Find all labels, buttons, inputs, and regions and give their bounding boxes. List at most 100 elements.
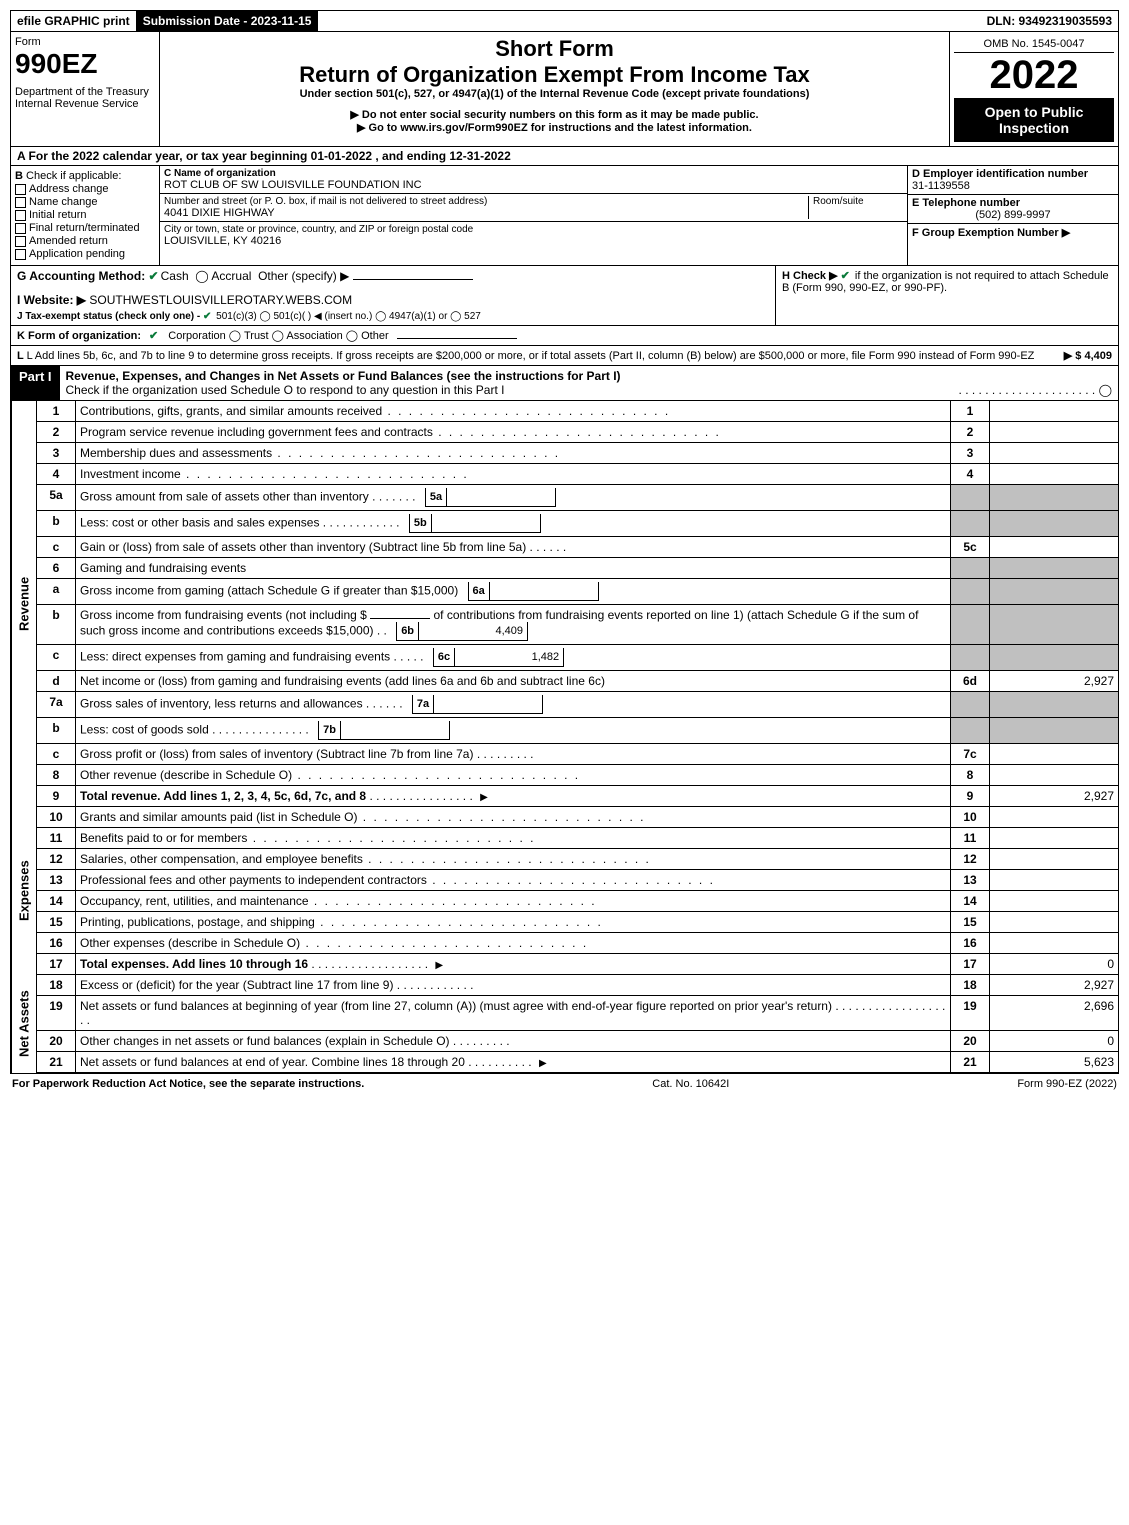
line-19-box: 19	[951, 996, 990, 1031]
label-name-change: Name change	[29, 196, 98, 208]
line-21-val: 5,623	[990, 1052, 1119, 1073]
line-5a-desc: Gross amount from sale of assets other t…	[80, 490, 369, 504]
line-3-num: 3	[37, 443, 76, 464]
line-19-desc: Net assets or fund balances at beginning…	[80, 999, 832, 1013]
line-6c-val	[990, 645, 1119, 671]
revenue-section-label: Revenue	[11, 401, 36, 807]
line-5c-num: c	[37, 537, 76, 558]
line-6a-box	[951, 579, 990, 605]
line-6d-num: d	[37, 671, 76, 692]
501c3-checkbox[interactable]	[203, 311, 213, 322]
catalog-number: Cat. No. 10642I	[652, 1078, 729, 1090]
net-assets-section: Net Assets 18Excess or (deficit) for the…	[10, 975, 1119, 1073]
line-6-val	[990, 558, 1119, 579]
cash-checkbox[interactable]	[149, 269, 161, 283]
line-8-val	[990, 765, 1119, 786]
line-5c-desc: Gain or (loss) from sale of assets other…	[80, 540, 526, 554]
line-6c-desc: Less: direct expenses from gaming and fu…	[80, 650, 390, 664]
line-6a-desc: Gross income from gaming (attach Schedul…	[80, 584, 458, 598]
part-1-table: Revenue 1Contributions, gifts, grants, a…	[10, 401, 1119, 807]
line-13-box: 13	[951, 870, 990, 891]
tax-exempt-label: J Tax-exempt status (check only one) -	[17, 311, 200, 322]
checkbox-initial-return[interactable]	[15, 210, 26, 221]
line-13-desc: Professional fees and other payments to …	[80, 873, 715, 887]
line-12-box: 12	[951, 849, 990, 870]
line-5a-val	[990, 485, 1119, 511]
line-18-val: 2,927	[990, 975, 1119, 996]
city-state-zip: LOUISVILLE, KY 40216	[164, 235, 903, 247]
ein-value: 31-1139558	[912, 180, 1114, 192]
cash-label: Cash	[161, 269, 189, 283]
line-6a-num: a	[37, 579, 76, 605]
line-8-desc: Other revenue (describe in Schedule O)	[80, 768, 580, 782]
checkbox-final-return[interactable]	[15, 223, 26, 234]
check-if-label: Check if applicable:	[26, 170, 121, 182]
line-9-val: 2,927	[990, 786, 1119, 807]
checkbox-address-change[interactable]	[15, 184, 26, 195]
line-11-desc: Benefits paid to or for members	[80, 831, 535, 845]
section-k: K Form of organization: Corporation ◯ Tr…	[10, 326, 1119, 346]
net-assets-section-label: Net Assets	[11, 975, 36, 1073]
line-20-box: 20	[951, 1031, 990, 1052]
line-6b-blank[interactable]	[370, 618, 430, 619]
line-6d-desc: Net income or (loss) from gaming and fun…	[80, 674, 605, 688]
line-17-box: 17	[951, 954, 990, 975]
line-14-num: 14	[37, 891, 76, 912]
line-16-box: 16	[951, 933, 990, 954]
line-18-num: 18	[37, 975, 76, 996]
line-6c-box	[951, 645, 990, 671]
section-g-h: G Accounting Method: Cash ◯ Accrual Othe…	[10, 266, 1119, 326]
line-6b-subval: 4,409	[419, 622, 528, 641]
line-5a-sub: 5a	[425, 488, 446, 507]
line-15-desc: Printing, publications, postage, and shi…	[80, 915, 603, 929]
phone-value: (502) 899-9997	[912, 209, 1114, 221]
line-8-num: 8	[37, 765, 76, 786]
header-right: OMB No. 1545-0047 2022 Open to Public In…	[950, 32, 1118, 146]
accounting-method-label: G Accounting Method:	[17, 269, 145, 283]
line-5b-box	[951, 511, 990, 537]
section-b: B Check if applicable: Address change Na…	[11, 166, 160, 265]
line-6b-box	[951, 605, 990, 645]
line-7a-val	[990, 692, 1119, 718]
line-11-num: 11	[37, 828, 76, 849]
other-specify-input[interactable]	[353, 279, 473, 280]
line-5b-subval	[431, 514, 540, 533]
line-2-num: 2	[37, 422, 76, 443]
line-7b-subval	[340, 721, 449, 740]
line-7c-val	[990, 744, 1119, 765]
group-exemption-label: F Group Exemption Number ▶	[912, 226, 1114, 239]
part-1-checkbox[interactable]: ◯	[1099, 383, 1112, 397]
efile-label[interactable]: efile GRAPHIC print	[11, 11, 137, 31]
line-1-num: 1	[37, 401, 76, 422]
net-assets-lines: 18Excess or (deficit) for the year (Subt…	[36, 975, 1119, 1073]
checkbox-amended-return[interactable]	[15, 236, 26, 247]
line-6c-sub: 6c	[433, 648, 454, 667]
line-5b-sub: 5b	[409, 514, 431, 533]
gross-receipts-value: ▶ $ 4,409	[1064, 349, 1112, 362]
expenses-section-label: Expenses	[11, 807, 36, 975]
line-6b-sub: 6b	[397, 622, 419, 641]
line-5b-desc: Less: cost or other basis and sales expe…	[80, 516, 319, 530]
line-7a-desc: Gross sales of inventory, less returns a…	[80, 697, 363, 711]
checkbox-name-change[interactable]	[15, 197, 26, 208]
arrow-icon	[535, 1055, 551, 1069]
part-1-label: Part I	[11, 366, 60, 400]
line-16-val	[990, 933, 1119, 954]
paperwork-notice: For Paperwork Reduction Act Notice, see …	[12, 1078, 364, 1090]
line-4-num: 4	[37, 464, 76, 485]
line-15-num: 15	[37, 912, 76, 933]
line-7c-num: c	[37, 744, 76, 765]
label-final-return: Final return/terminated	[29, 222, 140, 234]
room-label: Room/suite	[813, 196, 903, 207]
arrow-icon	[431, 957, 447, 971]
line-17-desc: Total expenses. Add lines 10 through 16	[80, 957, 308, 971]
corporation-checkbox[interactable]	[149, 329, 160, 342]
line-16-desc: Other expenses (describe in Schedule O)	[80, 936, 588, 950]
line-2-box: 2	[951, 422, 990, 443]
other-org-input[interactable]	[397, 338, 517, 339]
checkbox-application-pending[interactable]	[15, 249, 26, 260]
schedule-b-checkbox[interactable]	[841, 270, 852, 282]
label-address-change: Address change	[29, 183, 109, 195]
phone-label: E Telephone number	[912, 197, 1114, 209]
line-7b-box	[951, 718, 990, 744]
